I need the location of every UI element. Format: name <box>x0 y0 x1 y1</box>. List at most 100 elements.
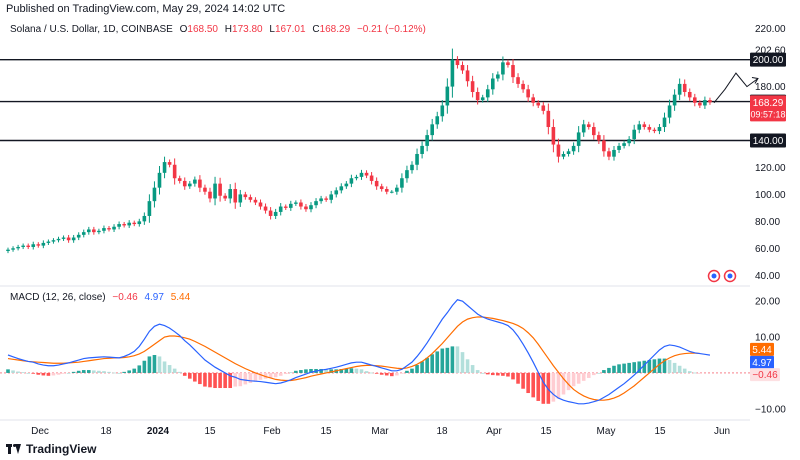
candle-body <box>521 83 525 90</box>
candle-body <box>228 189 232 199</box>
macd-histogram-bar <box>571 372 576 387</box>
macd-histogram-bar <box>551 372 556 402</box>
last-price-tag-label: 168.29 <box>753 98 784 109</box>
candle-body <box>26 245 30 247</box>
macd-histogram-bar <box>470 365 475 373</box>
candle-body <box>299 202 303 207</box>
candle-body <box>147 201 152 216</box>
macd-histogram-bar <box>536 372 541 401</box>
macd-histogram-bar <box>496 372 500 376</box>
candle-body <box>647 127 652 130</box>
macd-histogram-bar <box>329 369 333 373</box>
candle-body <box>455 59 460 66</box>
macd-histogram-bar <box>273 372 278 378</box>
macd-histogram-bar <box>405 370 409 373</box>
macd-histogram-bar <box>309 368 313 373</box>
macd-histogram-bar <box>581 372 586 381</box>
macd-histogram-bar <box>384 372 389 376</box>
macd-indicator-label[interactable]: MACD (12, 26, close) <box>10 292 106 303</box>
macd-histogram-bar <box>11 370 15 373</box>
candle-body <box>390 191 394 193</box>
macd-histogram-bar <box>127 370 131 373</box>
macd-histogram-bar <box>460 352 465 373</box>
macd-histogram-bar <box>41 372 46 376</box>
candle-body <box>117 224 121 227</box>
macd-histogram-bar <box>576 372 581 384</box>
macd-histogram-bar <box>107 371 111 373</box>
level-price-tag-label: 200.00 <box>753 55 784 66</box>
candle-body <box>258 202 263 207</box>
macd-histogram-bar <box>253 372 258 382</box>
candle-body <box>384 189 389 192</box>
macd-histogram-bar <box>480 372 485 374</box>
candle-body <box>137 221 142 225</box>
candle-body <box>379 186 384 190</box>
candle-body <box>132 222 137 225</box>
macd-histogram-bar <box>289 372 293 374</box>
candle-body <box>698 102 702 106</box>
macd-histogram-bar <box>319 368 323 373</box>
macd-histogram-bar <box>592 372 596 376</box>
macd-histogram-bar <box>223 372 227 389</box>
candle-body <box>81 232 86 235</box>
macd-histogram-bar <box>16 371 20 373</box>
candle-body <box>248 197 253 200</box>
candle-body <box>622 143 626 146</box>
macd-histogram-bar <box>61 372 66 374</box>
candle-body <box>405 170 409 179</box>
macd-histogram-bar <box>258 372 263 380</box>
candle-body <box>637 124 642 130</box>
macd-histogram-bar <box>354 368 359 373</box>
macd-histogram-bar <box>162 361 167 373</box>
macd-histogram-bar <box>430 354 434 373</box>
candle-body <box>238 194 243 203</box>
candle-body <box>677 83 682 95</box>
candle-body <box>349 178 354 184</box>
projection-arrow-head <box>751 77 759 84</box>
candle-body <box>551 127 556 145</box>
event-flag-icon-core <box>727 273 733 279</box>
candle-body <box>440 105 445 117</box>
candle-body <box>612 149 616 157</box>
macd-histogram-bar <box>208 372 212 388</box>
macd-histogram-bar <box>359 369 364 373</box>
candle-body <box>672 94 677 106</box>
macd-histogram-bar <box>627 362 631 373</box>
candle-body <box>491 78 495 90</box>
candle-body <box>374 180 379 187</box>
macd-histogram-bar <box>410 368 414 373</box>
candle-body <box>395 187 399 192</box>
macd-histogram-bar <box>102 371 106 373</box>
macd-histogram-bar <box>693 372 697 374</box>
open-label: O <box>179 24 188 35</box>
macd-histogram-bar <box>203 372 207 387</box>
candle-body <box>122 224 126 226</box>
candle-body <box>167 162 172 165</box>
candle-body <box>193 179 197 184</box>
candle-body <box>157 172 162 188</box>
macd-histogram-bar <box>51 372 56 376</box>
candle-body <box>41 242 46 246</box>
macd-histogram-bar <box>56 372 61 375</box>
macd-histogram-bar <box>390 372 394 377</box>
time-tick-label: 15 <box>540 426 552 437</box>
candle-body <box>576 132 581 146</box>
candle-body <box>6 249 10 252</box>
open-value: 168.50 <box>187 24 218 35</box>
candle-body <box>516 77 520 84</box>
macd-histogram-bar <box>440 348 445 373</box>
macd-histogram-bar <box>521 372 525 389</box>
macd-histogram-bar <box>324 369 328 373</box>
macd-histogram-bar <box>450 346 455 373</box>
macd-histogram-bar <box>465 359 470 373</box>
macd-histogram-bar <box>506 372 510 377</box>
macd-histogram-bar <box>87 370 91 373</box>
countdown-label: 09:57:18 <box>750 109 785 119</box>
symbol-label[interactable]: Solana / U.S. Dollar, 1D, COINBASE <box>10 24 173 35</box>
low-value: 167.01 <box>274 24 306 35</box>
macd-signal-tag-label: 5.44 <box>752 345 772 356</box>
macd-hist-tag <box>750 368 780 382</box>
candle-body <box>203 187 207 192</box>
macd-histogram-bar <box>248 372 253 383</box>
